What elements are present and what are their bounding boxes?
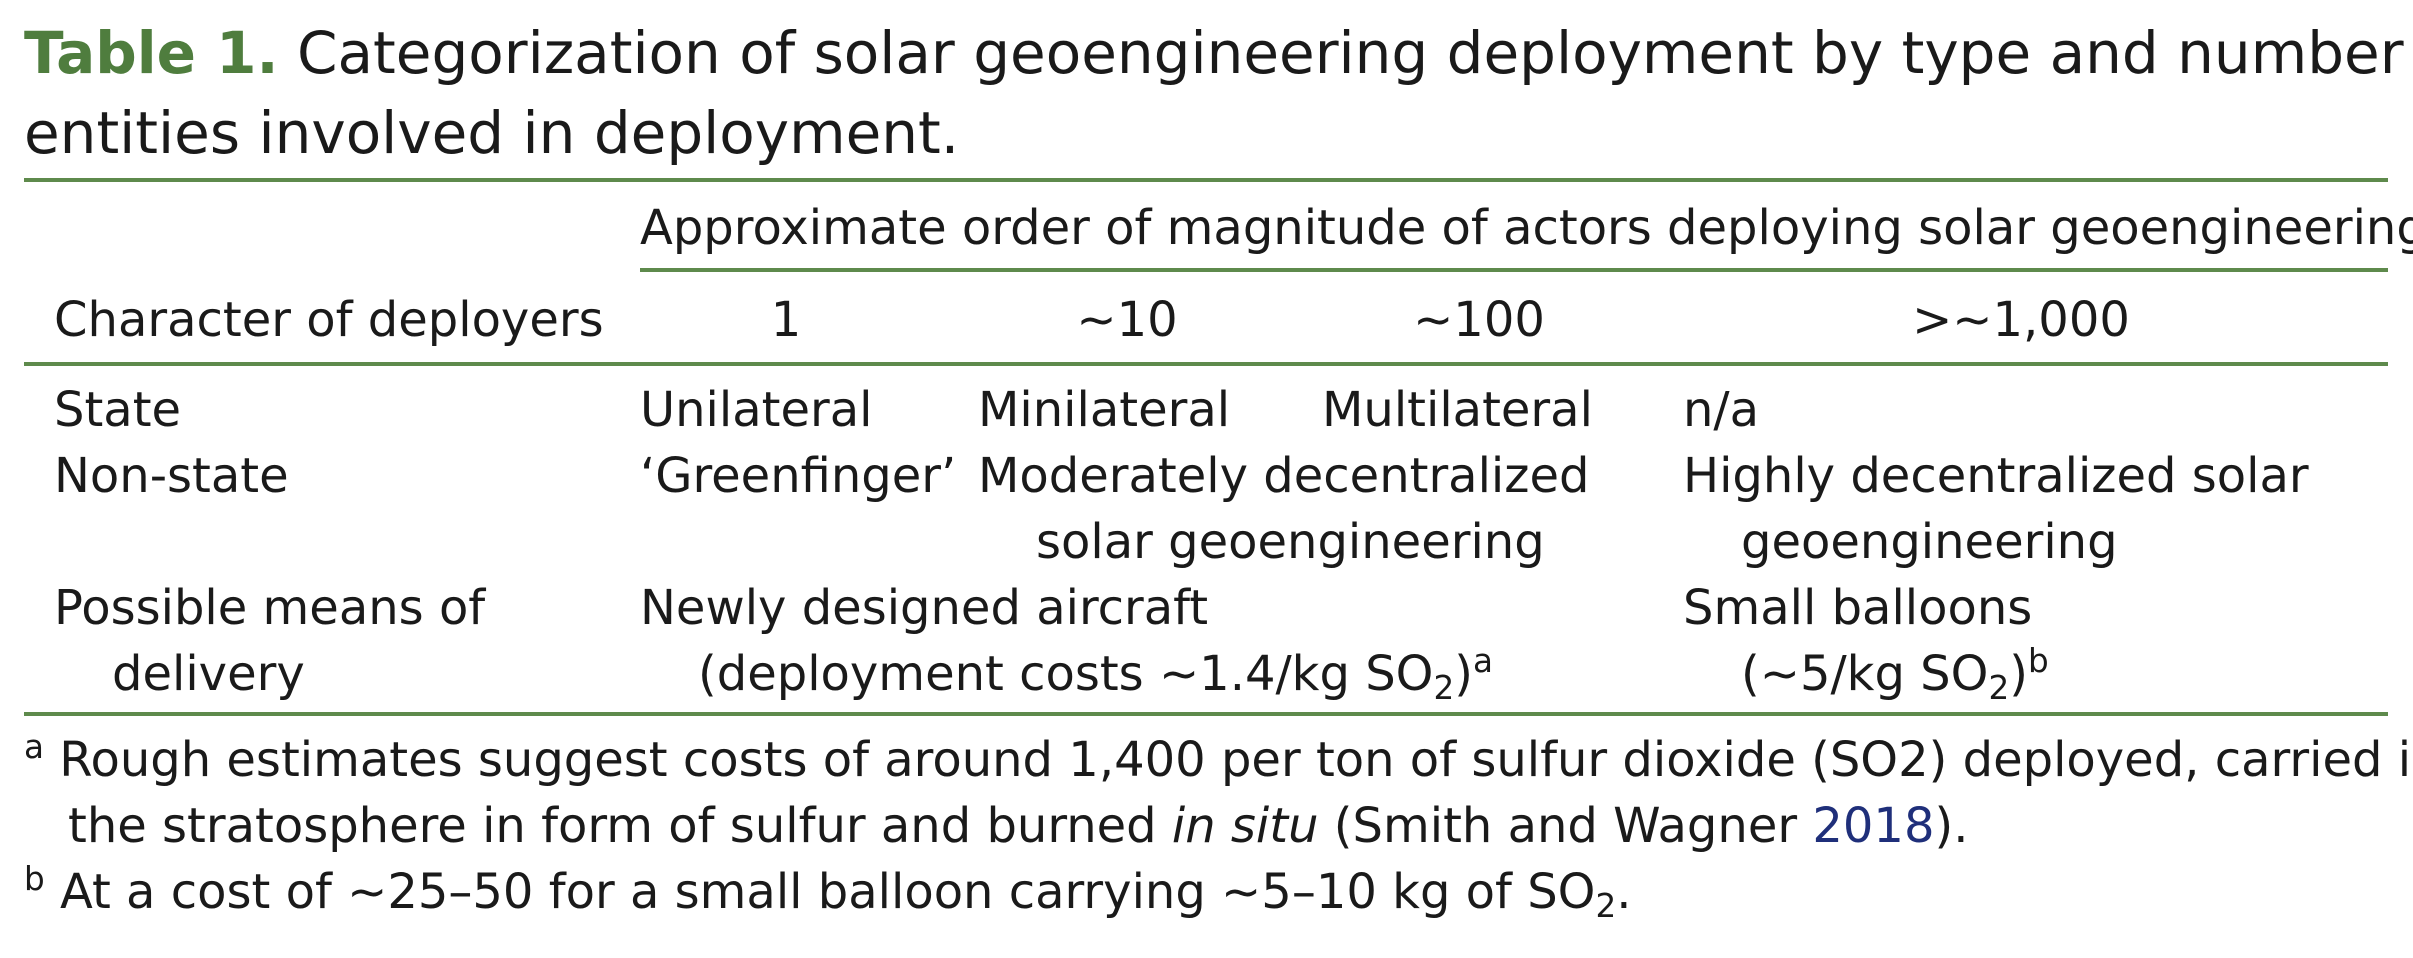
span-header: Approximate order of magnitude of actors… — [640, 200, 2413, 256]
footnote-ref-b: b — [2027, 642, 2049, 681]
footnote-ref-a: a — [1472, 642, 1493, 681]
span-header-rule — [640, 268, 2388, 272]
cell-state-minilateral: Minilateral — [978, 382, 1231, 438]
col-header-10: ~10 — [1076, 292, 1178, 348]
cell-delivery-balloons-line1: Small balloons — [1683, 580, 2033, 636]
header-bottom-rule — [24, 362, 2388, 366]
col-header-1: 1 — [770, 292, 802, 348]
cell-nonstate-highly-line2: geoengineering — [1741, 514, 2118, 570]
footnote-a-line2: the stratosphere in form of sulfur and b… — [68, 798, 1969, 854]
top-rule — [24, 178, 2388, 182]
table-caption-line2: entities involved in deployment. — [24, 99, 960, 167]
table-bottom-rule — [24, 712, 2388, 716]
cell-delivery-aircraft-line2: (deployment costs ~1.4/kg SO2)a — [698, 642, 1493, 708]
cell-state-na: n/a — [1683, 382, 1760, 438]
cell-state-unilateral: Unilateral — [640, 382, 873, 438]
row-label-delivery-line1: Possible means of — [54, 580, 486, 636]
cell-state-multilateral: Multilateral — [1322, 382, 1593, 438]
col-header-100: ~100 — [1413, 292, 1545, 348]
citation-link-2018[interactable]: 2018 — [1812, 798, 1935, 854]
table-label: Table 1. — [24, 19, 279, 87]
footnote-a-line1: a Rough estimates suggest costs of aroun… — [24, 728, 2413, 788]
row-label-nonstate: Non-state — [54, 448, 289, 504]
row-header-label: Character of deployers — [54, 292, 604, 348]
row-label-delivery-line2: delivery — [112, 646, 305, 702]
cell-nonstate-moderate-line2: solar geoengineering — [1036, 514, 1545, 570]
table-caption-line1: Table 1. Categorization of solar geoengi… — [24, 24, 2413, 82]
col-header-1000: >~1,000 — [1912, 292, 2130, 348]
caption-text: Categorization of solar geoengineering d… — [296, 19, 2413, 87]
cell-nonstate-moderate-line1: Moderately decentralized — [978, 448, 1590, 504]
cell-nonstate-greenfinger: ‘Greenfinger’ — [640, 448, 957, 504]
cell-delivery-aircraft-line1: Newly designed aircraft — [640, 580, 1209, 636]
footnote-marker-b: b — [24, 860, 45, 899]
cell-delivery-balloons-line2: (~5/kg SO2)b — [1741, 642, 2049, 708]
footnote-marker-a: a — [24, 728, 44, 767]
footnote-b: b At a cost of ~25–50 for a small balloo… — [24, 860, 1632, 926]
cell-nonstate-highly-line1: Highly decentralized solar — [1683, 448, 2309, 504]
row-label-state: State — [54, 382, 182, 438]
